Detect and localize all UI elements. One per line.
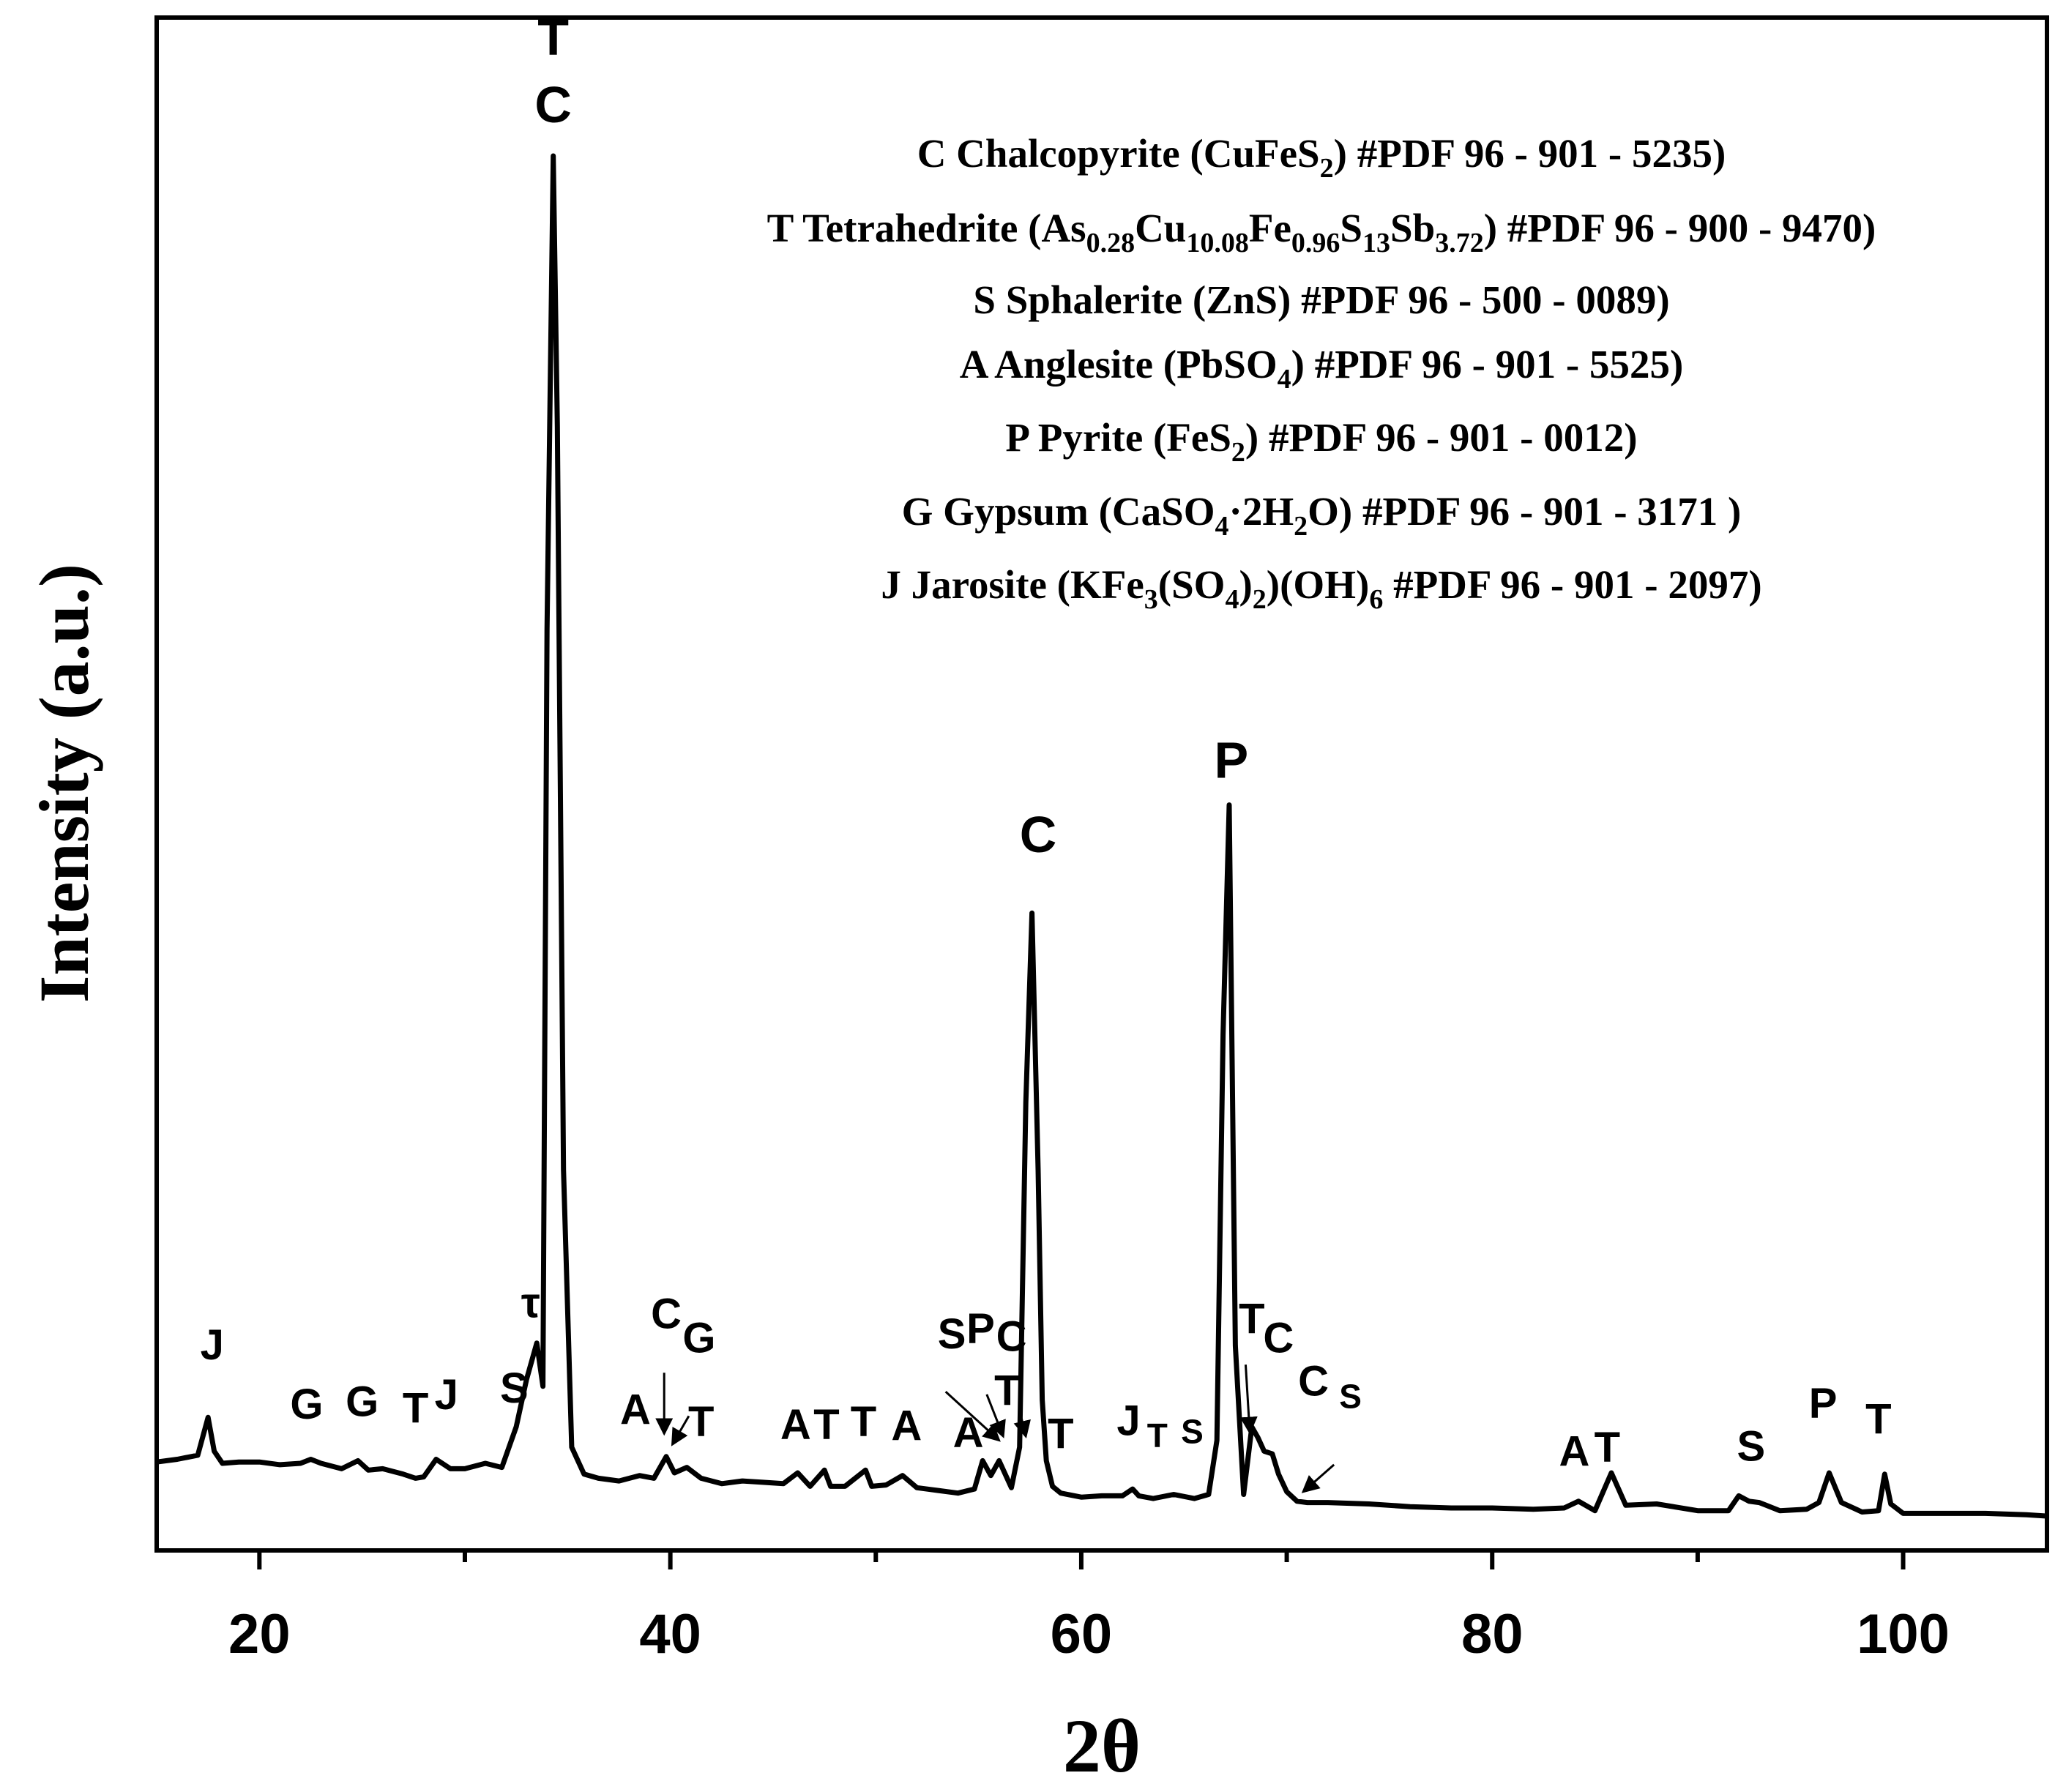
peak-label: C — [1263, 1315, 1294, 1362]
x-axis-title: 2θ — [1063, 1704, 1141, 1788]
peak-label: C — [651, 1290, 682, 1337]
peak-arrow — [671, 1415, 690, 1446]
peak-label: A — [891, 1403, 922, 1450]
peak-label: G — [290, 1381, 323, 1428]
peak-label: τ — [521, 1280, 540, 1327]
peak-label: T — [1865, 1395, 1891, 1443]
peak-label: T — [1595, 1424, 1620, 1471]
peak-label: J — [201, 1321, 224, 1369]
peak-arrow — [1013, 1410, 1031, 1439]
legend-entry: C Chalcopyrite (CuFeS2) #PDF 96 - 901 - … — [917, 131, 1726, 184]
peak-arrow — [1301, 1463, 1335, 1493]
x-tick-label: 40 — [639, 1603, 701, 1665]
peak-label: C — [1298, 1358, 1329, 1405]
peak-label: P — [966, 1305, 995, 1353]
x-tick-label: 100 — [1857, 1603, 1950, 1665]
peak-label: T — [403, 1385, 428, 1433]
peak-label: A — [953, 1409, 984, 1457]
peak-label: T — [688, 1398, 714, 1446]
peak-label: A — [620, 1386, 651, 1433]
diffraction-pattern-line — [156, 153, 2048, 1519]
peak-label: G — [346, 1378, 378, 1425]
peak-label: S — [938, 1310, 966, 1358]
peak-arrow — [985, 1394, 1006, 1438]
peak-label: C — [1020, 806, 1057, 863]
legend-entry: S Sphalerite (ZnS) #PDF 96 - 500 - 0089) — [973, 277, 1669, 322]
peak-label: G — [682, 1315, 715, 1362]
legend-entry: P Pyrite (FeS2) #PDF 96 - 901 - 0012) — [1005, 415, 1637, 468]
peak-label: J — [435, 1371, 458, 1419]
phase-legend: C Chalcopyrite (CuFeS2) #PDF 96 - 901 - … — [767, 131, 1876, 615]
y-axis-title: Intensity (a.u.) — [25, 564, 103, 1003]
peak-label: T — [537, 8, 569, 65]
peak-label: P — [1809, 1379, 1838, 1427]
peak-arrow — [1239, 1364, 1258, 1435]
peak-label: A — [1559, 1428, 1590, 1476]
peak-label: C — [996, 1313, 1027, 1361]
peak-label: T — [1239, 1296, 1264, 1343]
peak-label: T — [813, 1401, 839, 1449]
peak-label: T — [994, 1367, 1020, 1415]
peak-label: S — [500, 1364, 529, 1412]
peak-label: J — [1116, 1397, 1140, 1444]
legend-entry: T Tetrahedrite (As0.28Cu10.08Fe0.96S13Sb… — [767, 206, 1876, 258]
peak-label: S — [1339, 1377, 1362, 1415]
legend-entry: G Gypsum (CaSO4·2H2O) #PDF 96 - 901 - 31… — [902, 489, 1742, 542]
peak-label: T — [1048, 1411, 1073, 1458]
legend-entry: J Jarosite (KFe3(SO4)2)(OH)6 #PDF 96 - 9… — [881, 562, 1761, 615]
x-tick-label: 60 — [1051, 1603, 1113, 1665]
plot-frame — [154, 15, 2049, 1553]
peak-label: T — [1147, 1416, 1168, 1455]
x-tick-label: 20 — [228, 1603, 291, 1665]
peak-label: S — [1181, 1412, 1204, 1450]
peak-label: S — [1737, 1422, 1766, 1470]
peak-label: P — [1214, 732, 1248, 789]
legend-entry: A Anglesite (PbSO4) #PDF 96 - 901 - 5525… — [960, 342, 1684, 395]
peak-label: A — [780, 1401, 811, 1449]
peak-label: T — [851, 1398, 876, 1446]
x-tick-label: 80 — [1461, 1603, 1524, 1665]
peak-label: C — [534, 76, 572, 133]
